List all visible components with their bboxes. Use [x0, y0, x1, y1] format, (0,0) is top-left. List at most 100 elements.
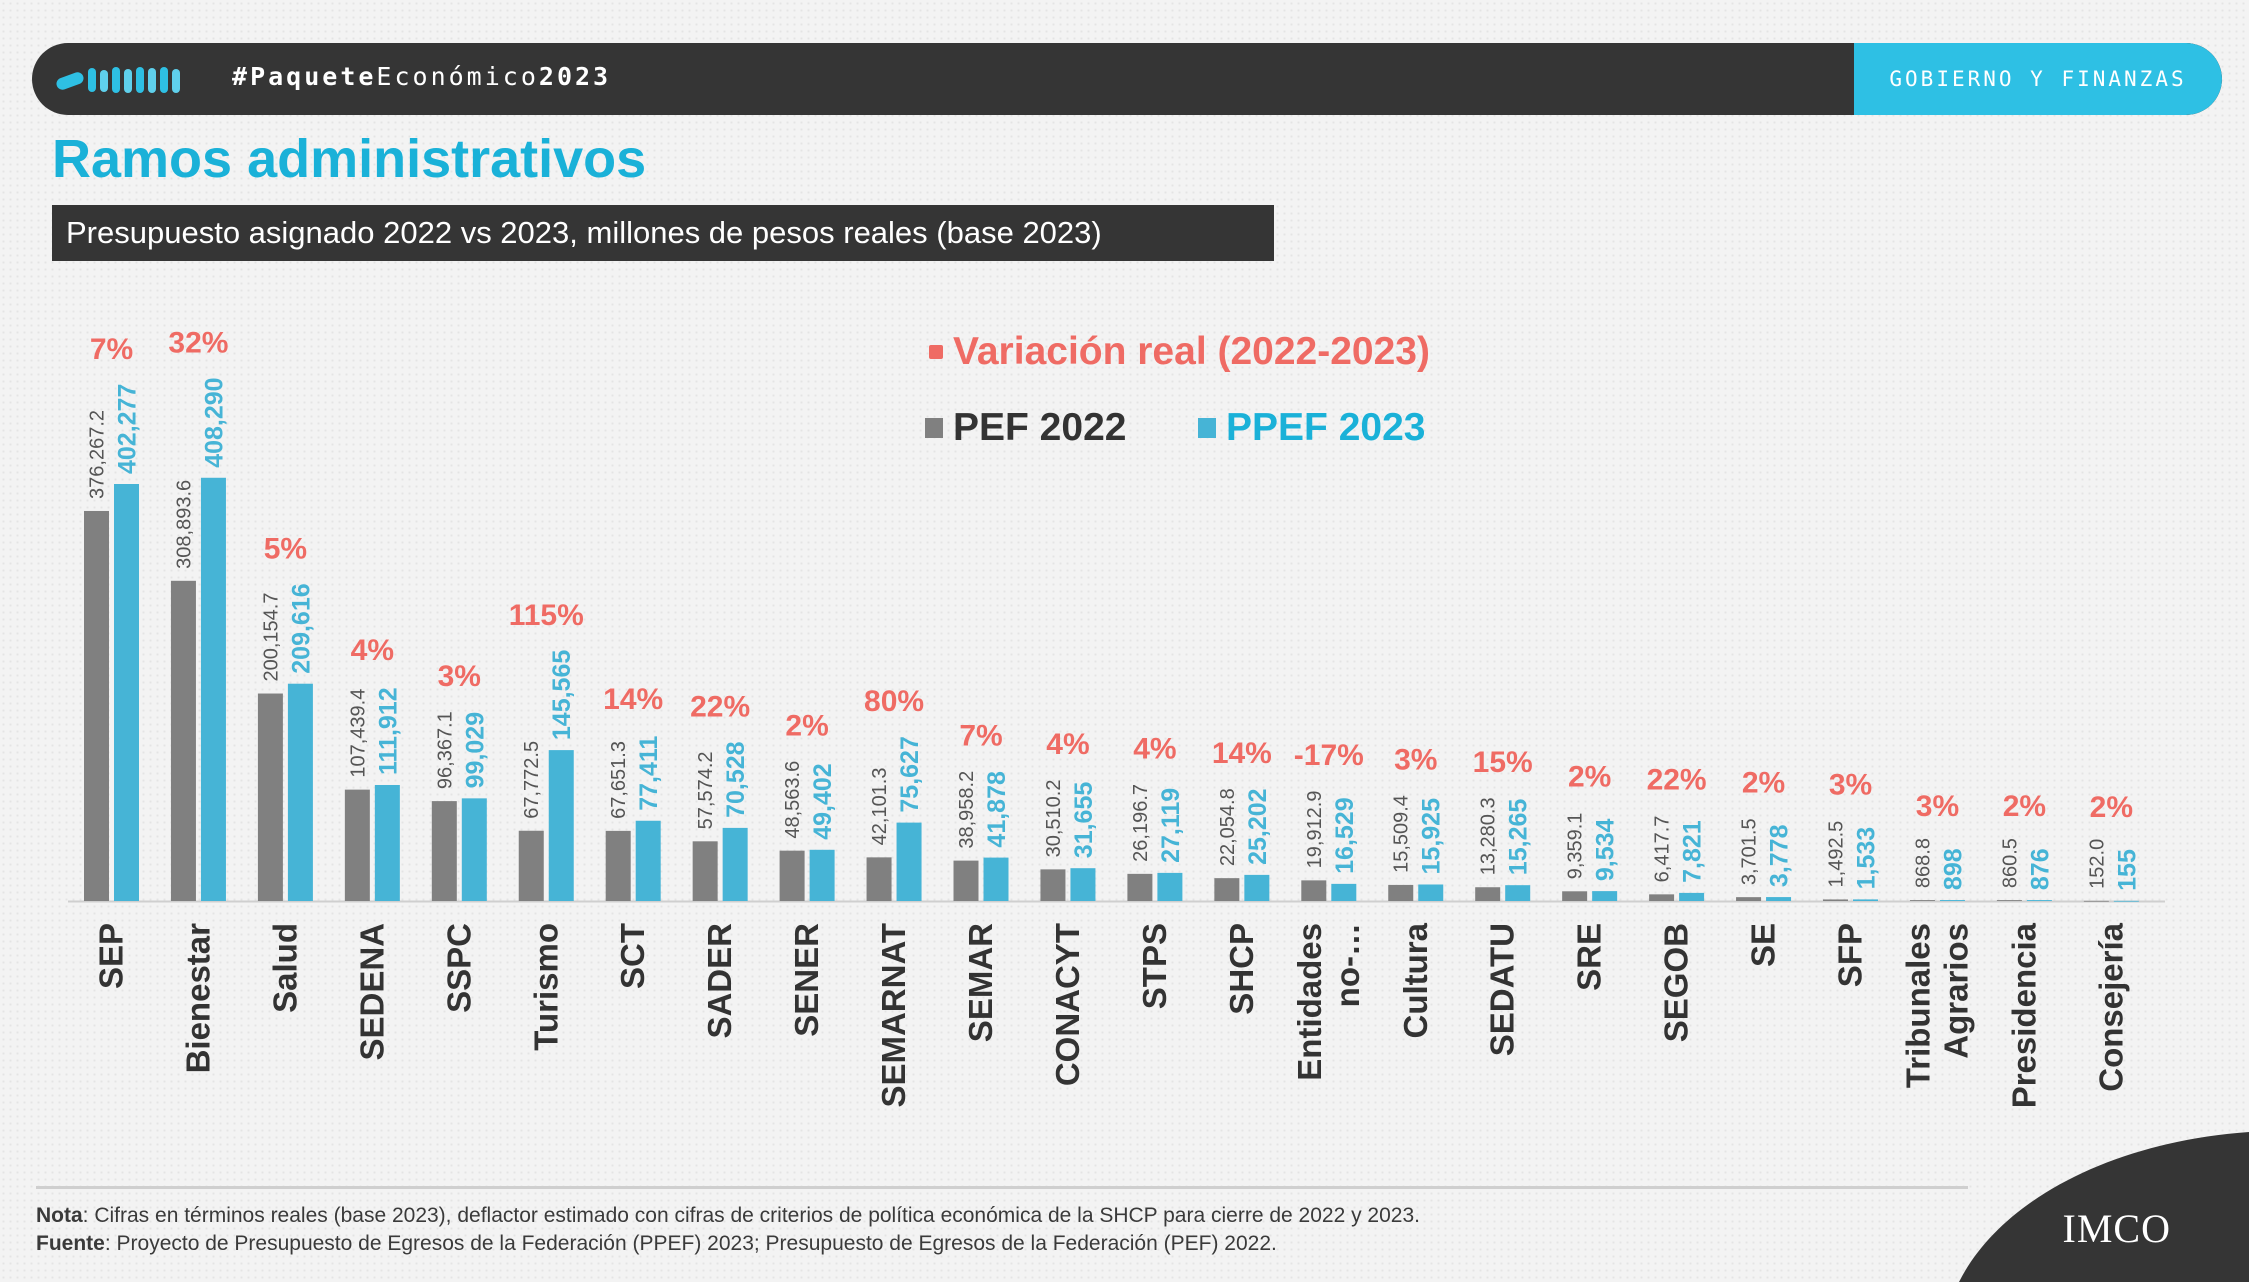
- bar-pef2022: [605, 830, 631, 901]
- footer-divider: [36, 1186, 1968, 1189]
- value-label-ppef2023: 16,529: [1331, 797, 1359, 873]
- variation-label: 2%: [2090, 791, 2133, 824]
- bar-pef2022: [1475, 887, 1501, 901]
- variation-label: 4%: [351, 634, 394, 667]
- bar-ppef2023: [1331, 883, 1357, 901]
- variation-label: 7%: [90, 333, 133, 366]
- value-label-pef2022: 1,492.5: [1826, 821, 1848, 888]
- value-label-pef2022: 200,154.7: [260, 593, 282, 682]
- category-label: Presidencia: [2005, 922, 2042, 1108]
- legend-swatch-variation: [929, 345, 943, 359]
- header-bar: #PaqueteEconómico2023 GOBIERNO Y FINANZA…: [32, 43, 2222, 115]
- value-label-ppef2023: 209,616: [287, 583, 315, 673]
- variation-label: 7%: [959, 719, 1002, 752]
- source-text: Fuente: Proyecto de Presupuesto de Egres…: [36, 1232, 1277, 1255]
- value-label-ppef2023: 15,925: [1418, 798, 1446, 875]
- bar-pef2022: [1388, 884, 1414, 901]
- bar-ppef2023: [287, 683, 313, 901]
- bar-pef2022: [257, 693, 283, 901]
- variation-label: 15%: [1473, 746, 1533, 779]
- value-label-ppef2023: 876: [2026, 848, 2054, 890]
- pills-logo-icon: [56, 67, 180, 93]
- value-label-ppef2023: 70,528: [722, 741, 750, 818]
- bar-ppef2023: [200, 477, 226, 901]
- bar-ppef2023: [1679, 892, 1705, 901]
- value-label-pef2022: 42,101.3: [869, 767, 891, 845]
- value-label-pef2022: 3,701.5: [1739, 818, 1761, 885]
- value-label-ppef2023: 145,565: [548, 650, 576, 740]
- bar-ppef2023: [2113, 900, 2139, 902]
- value-label-pef2022: 48,563.6: [782, 761, 804, 839]
- bar-ppef2023: [1070, 868, 1096, 901]
- variation-label: 2%: [1568, 760, 1611, 793]
- category-label: SRE: [1571, 923, 1608, 991]
- bar-pef2022: [1214, 878, 1240, 901]
- category-label: SEP: [93, 923, 130, 989]
- bar-pef2022: [692, 841, 718, 901]
- bar-ppef2023: [1853, 899, 1878, 901]
- value-label-ppef2023: 9,534: [1592, 818, 1620, 881]
- bar-pef2022: [866, 857, 892, 901]
- value-label-ppef2023: 75,627: [896, 736, 924, 812]
- value-label-ppef2023: 49,402: [809, 763, 837, 839]
- variation-label: 2%: [785, 709, 828, 742]
- variation-label: 14%: [1212, 737, 1272, 770]
- bar-pef2022: [1562, 891, 1588, 901]
- category-label: Salud: [266, 923, 303, 1013]
- corner-shape: [1959, 1132, 2249, 1282]
- category-label: SEMAR: [962, 923, 999, 1042]
- value-label-ppef2023: 99,029: [461, 712, 489, 788]
- hashtag: #PaqueteEconómico2023: [232, 62, 612, 91]
- value-label-ppef2023: 27,119: [1157, 788, 1185, 863]
- bar-ppef2023: [374, 784, 400, 901]
- legend-label-variation: Variación real (2022-2023): [953, 330, 1430, 373]
- value-label-pef2022: 308,893.6: [173, 480, 195, 569]
- bar-pef2022: [1301, 880, 1327, 901]
- bar-pef2022: [953, 860, 979, 901]
- legend-swatch-ppef2023: [1198, 418, 1216, 438]
- note-text: Nota: Cifras en términos reales (base 20…: [36, 1204, 1420, 1227]
- variation-label: 22%: [1647, 764, 1707, 797]
- bar-ppef2023: [461, 798, 487, 901]
- bar-ppef2023: [635, 820, 661, 901]
- bar-pef2022: [1909, 900, 1935, 901]
- bar-pef2022: [84, 510, 109, 901]
- category-label: SE: [1745, 923, 1782, 967]
- legend-label-pef2022: PEF 2022: [953, 406, 1127, 449]
- legend-item-variation: Variación real (2022-2023): [929, 330, 1430, 374]
- bar-pef2022: [518, 830, 544, 901]
- bar-pef2022: [779, 850, 805, 901]
- category-label: SENER: [788, 923, 825, 1037]
- bar-pef2022: [1996, 900, 2022, 901]
- category-label: Turismo: [527, 923, 564, 1051]
- value-label-pef2022: 13,280.3: [1478, 797, 1500, 875]
- legend-swatch-pef2022: [925, 418, 943, 438]
- variation-label: 4%: [1133, 733, 1176, 766]
- category-label: Agrarios: [1937, 923, 1974, 1059]
- value-label-ppef2023: 31,655: [1070, 782, 1098, 859]
- bar-ppef2023: [114, 484, 139, 901]
- value-label-pef2022: 67,651.3: [608, 741, 630, 819]
- variation-label: 80%: [864, 685, 924, 718]
- category-label: SEMARNAT: [875, 923, 912, 1108]
- bar-ppef2023: [1592, 891, 1618, 901]
- bar-ppef2023: [2026, 900, 2052, 901]
- category-label: SEGOB: [1658, 923, 1695, 1042]
- value-label-pef2022: 57,574.2: [695, 751, 717, 829]
- variation-label: 22%: [690, 690, 750, 723]
- bar-pef2022: [170, 580, 196, 901]
- variation-label: 5%: [264, 533, 307, 566]
- category-label: SFP: [1832, 923, 1869, 987]
- bar-pef2022: [2083, 900, 2109, 902]
- value-label-pef2022: 107,439.4: [347, 689, 369, 778]
- bar-ppef2023: [1244, 874, 1270, 901]
- bar-ppef2023: [896, 822, 922, 901]
- bar-ppef2023: [1157, 872, 1183, 901]
- value-label-pef2022: 26,196.7: [1130, 784, 1152, 862]
- category-label: Tribunales: [1899, 923, 1936, 1088]
- value-label-pef2022: 22,054.8: [1217, 788, 1239, 866]
- value-label-ppef2023: 1,533: [1853, 827, 1881, 890]
- variation-label: 2%: [1742, 766, 1785, 799]
- variation-label: 3%: [1916, 790, 1959, 823]
